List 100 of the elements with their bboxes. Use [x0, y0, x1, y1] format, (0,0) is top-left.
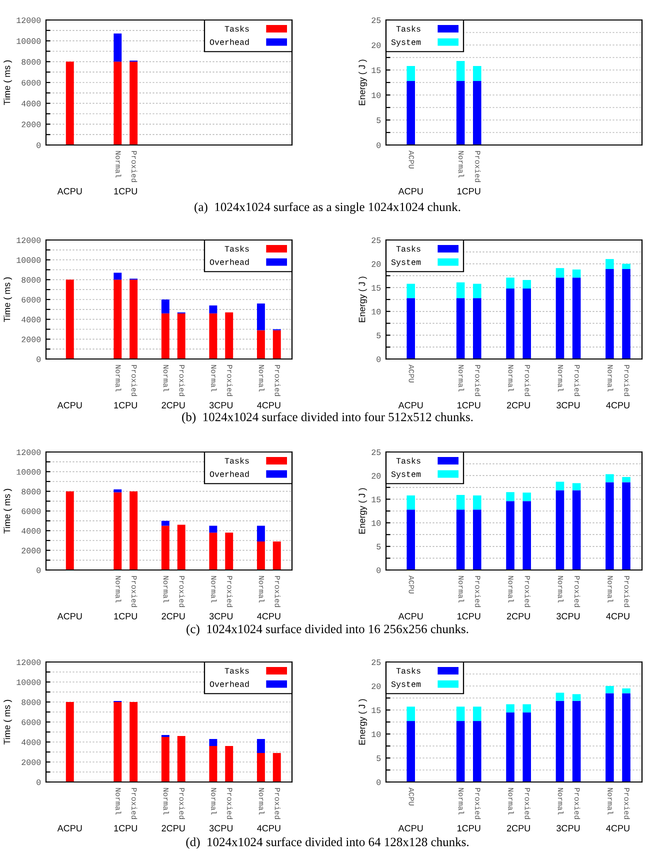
y-tick-label: 8000: [22, 699, 41, 706]
text: 1CPU: [114, 613, 137, 620]
y-axis-title: Time ( ms ): [4, 700, 12, 744]
text: 2CPU: [162, 402, 185, 408]
bar: [209, 739, 218, 746]
bar: [622, 264, 630, 270]
legend-label: Overhead: [210, 680, 249, 687]
text: 4CPU: [257, 402, 280, 408]
y-tick-label: 6000: [22, 80, 41, 86]
bar: [622, 482, 630, 570]
bar: [522, 288, 531, 359]
legend-label: System: [391, 259, 421, 267]
bar: [572, 694, 581, 701]
bar: [406, 284, 415, 298]
text: (d) 1024x1024 surface divided into 64 128x128 chunks.: [186, 837, 468, 849]
y-tick-label: 20: [372, 473, 381, 479]
bar: [506, 712, 514, 782]
y-tick-label: 2000: [22, 122, 41, 128]
bar: [572, 700, 581, 782]
y-tick-label: 10: [372, 308, 381, 314]
y-tick-label: 10: [372, 520, 381, 526]
bar: [161, 520, 170, 526]
text: 2CPU: [162, 825, 185, 832]
bar: [161, 737, 170, 782]
text: (a) 1024x1024 surface as a single 1024x1024 chunk.: [194, 202, 460, 214]
y-tick-label: 12000: [16, 659, 41, 666]
bar: [522, 704, 531, 712]
text: 1CPU: [457, 825, 480, 832]
bar: [506, 492, 514, 502]
bar: [522, 280, 531, 289]
bar: [406, 721, 415, 782]
bar: [572, 490, 581, 570]
bar: [161, 313, 170, 359]
bar: [256, 541, 265, 570]
y-tick-label: 20: [372, 683, 381, 690]
bar: [622, 693, 630, 782]
legend-label: Tasks: [224, 246, 249, 252]
text: (c) 1024x1024 surface divided into 16 256x256 chunks.: [186, 624, 468, 636]
y-tick-label: 5: [376, 544, 381, 550]
bar: [472, 81, 482, 145]
bar: [556, 700, 564, 782]
bar: [606, 482, 614, 570]
bar: [406, 706, 415, 722]
legend-label: System: [391, 681, 421, 689]
bar: [456, 282, 465, 298]
bar: [456, 494, 465, 510]
legend-label: Overhead: [210, 470, 249, 477]
bar: [114, 34, 122, 62]
bar: [606, 259, 614, 270]
y-axis-title: Time ( ms ): [4, 488, 12, 534]
bar: [406, 495, 415, 510]
y-tick-label: 5: [376, 756, 381, 762]
text: (b) 1024x1024 surface divided into four 512x512 chunks.: [182, 412, 473, 424]
y-tick-label: 2000: [22, 759, 41, 766]
text: 2CPU: [162, 613, 185, 620]
legend-label: System: [391, 471, 421, 479]
bar: [209, 532, 218, 570]
bar: [256, 303, 265, 330]
y-axis-title: Time ( ms ): [4, 277, 12, 322]
y-tick-label: 4000: [22, 100, 41, 106]
text: 1CPU: [114, 402, 137, 408]
y-tick-label: 8000: [22, 59, 41, 65]
bar: [256, 739, 265, 753]
y-tick-label: 10000: [16, 679, 41, 686]
text: 2CPU: [506, 613, 530, 620]
legend-label: Tasks: [396, 458, 420, 464]
text: 3CPU: [209, 825, 232, 832]
y-tick-label: 6000: [22, 719, 41, 726]
text: 3CPU: [556, 613, 580, 620]
text: 2CPU: [506, 402, 530, 408]
bar: [456, 81, 465, 145]
y-tick-label: 25: [372, 449, 381, 456]
y-tick-label: 4000: [22, 528, 41, 534]
y-tick-label: 4000: [22, 739, 41, 746]
text: 2CPU: [506, 825, 530, 832]
legend-label: Overhead: [210, 258, 249, 265]
bar: [256, 526, 265, 542]
bar: [572, 270, 581, 278]
y-tick-label: 6000: [22, 296, 41, 303]
y-tick-label: 10: [372, 731, 381, 738]
y-tick-label: 20: [372, 42, 381, 48]
legend-label: Tasks: [396, 26, 420, 32]
bar: [606, 269, 614, 359]
y-tick-label: 5: [376, 118, 381, 124]
bar: [472, 298, 482, 359]
bar: [161, 526, 170, 570]
y-tick-label: 2000: [22, 548, 41, 554]
bar: [472, 495, 482, 510]
bar: [572, 278, 581, 359]
bar: [225, 532, 234, 570]
y-tick-label: 10: [372, 92, 381, 98]
bar: [225, 746, 234, 782]
bar: [606, 686, 614, 694]
bar: [256, 330, 265, 359]
y-axis-title: Energy ( J ): [358, 488, 367, 534]
text: ACPU: [57, 402, 82, 408]
bar: [66, 280, 74, 359]
bar: [556, 490, 564, 570]
bar: [161, 300, 170, 314]
bar: [556, 278, 564, 359]
